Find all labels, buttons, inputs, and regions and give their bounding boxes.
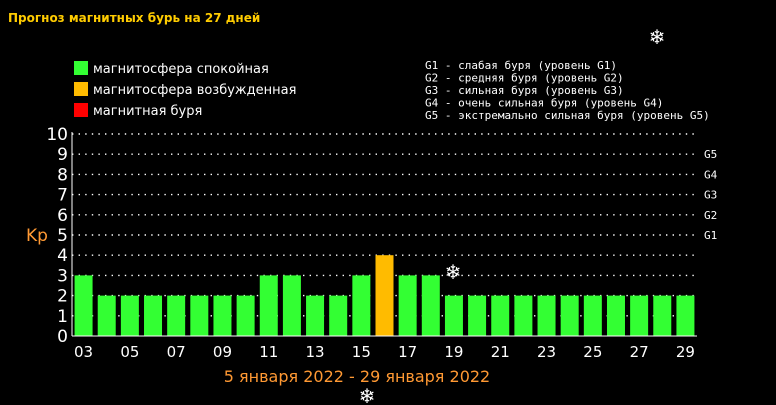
legend-label: магнитосфера возбужденная	[93, 83, 296, 98]
legend-swatch	[74, 82, 88, 96]
bar-14	[329, 295, 348, 336]
snowflake-icon: ❄	[649, 25, 666, 49]
bar-24	[560, 295, 579, 336]
bar-29	[676, 295, 695, 336]
g-level-tick-labels: G1 G2 G3 G4 G5	[704, 148, 718, 242]
bar-11	[259, 275, 278, 336]
y-tick-label: 10	[46, 125, 68, 145]
legend-swatch	[74, 103, 88, 117]
bar-17	[398, 275, 417, 336]
y-tick-label: 3	[57, 266, 68, 286]
x-tick-label: 23	[537, 343, 556, 361]
y-tick-label: 4	[57, 246, 68, 266]
g-tick-label: G5	[704, 148, 717, 161]
bar-09	[213, 295, 232, 336]
bar-25	[583, 295, 602, 336]
date-range-label: 5 января 2022 - 29 января 2022	[224, 367, 490, 386]
storm-level-label: G2 - средняя буря (уровень G2)	[425, 72, 624, 85]
x-tick-label: 19	[444, 343, 463, 361]
x-tick-label: 21	[491, 343, 510, 361]
x-tick-label: 03	[74, 343, 93, 361]
bar-16	[375, 255, 394, 336]
legend-label: магнитосфера спокойная	[93, 62, 269, 77]
bar-06	[144, 295, 163, 336]
x-tick-label: 07	[167, 343, 186, 361]
bar-22	[514, 295, 533, 336]
bar-04	[97, 295, 116, 336]
bar-15	[352, 275, 371, 336]
y-tick-label: 2	[57, 287, 68, 307]
bar-27	[630, 295, 649, 336]
y-tick-label: 0	[57, 327, 68, 347]
g-tick-label: G3	[704, 189, 717, 202]
bar-03	[74, 275, 93, 336]
bar-28	[653, 295, 672, 336]
x-tick-label: 27	[630, 343, 649, 361]
x-tick-label: 11	[259, 343, 278, 361]
g-tick-label: G1	[704, 229, 717, 242]
storm-level-label: G4 - очень сильная буря (уровень G4)	[425, 97, 663, 110]
bar-26	[606, 295, 625, 336]
bar-19	[444, 295, 463, 336]
x-tick-label: 29	[676, 343, 695, 361]
bar-08	[190, 295, 209, 336]
x-tick-label: 05	[120, 343, 139, 361]
y-tick-label: 6	[57, 206, 68, 226]
snowflake-icon: ❄	[359, 384, 376, 405]
legend: магнитосфера спокойная магнитосфера возбу…	[74, 61, 296, 119]
g-tick-label: G2	[704, 209, 717, 222]
y-tick-label: 8	[57, 165, 68, 185]
g-tick-label: G4	[704, 168, 718, 181]
bar-12	[282, 275, 301, 336]
y-tick-label: 7	[57, 186, 68, 206]
x-tick-label: 09	[213, 343, 232, 361]
bar-07	[167, 295, 186, 336]
axes	[71, 132, 697, 337]
x-tick-label: 17	[398, 343, 417, 361]
legend-label: магнитная буря	[93, 104, 202, 119]
y-axis-label: Kp	[26, 226, 48, 246]
bar-20	[468, 295, 487, 336]
y-tick-label: 1	[57, 307, 68, 327]
bar-23	[537, 295, 556, 336]
bars	[74, 255, 695, 336]
x-tick-label: 15	[352, 343, 371, 361]
storm-level-label: G3 - сильная буря (уровень G3)	[425, 84, 624, 97]
bar-10	[236, 295, 255, 336]
x-tick-label: 25	[583, 343, 602, 361]
x-tick-labels: 03 05 07 09 11 13 15 17 19 21 23 25 27 29	[74, 343, 695, 361]
storm-level-label: G1 - слабая буря (уровень G1)	[425, 59, 617, 72]
y-tick-label: 5	[57, 226, 68, 246]
storm-level-label: G5 - экстремально сильная буря (уровень …	[425, 109, 710, 122]
storm-levels-legend: G1 - слабая буря (уровень G1)G2 - средня…	[425, 59, 710, 122]
y-tick-label: 9	[57, 145, 68, 165]
bar-13	[306, 295, 325, 336]
chart-title: Прогноз магнитных бурь на 27 дней	[8, 11, 260, 25]
x-tick-label: 13	[306, 343, 325, 361]
legend-swatch	[74, 61, 88, 75]
bar-21	[491, 295, 510, 336]
bar-05	[120, 295, 139, 336]
bar-18	[421, 275, 440, 336]
snowflake-icon: ❄	[445, 260, 462, 284]
